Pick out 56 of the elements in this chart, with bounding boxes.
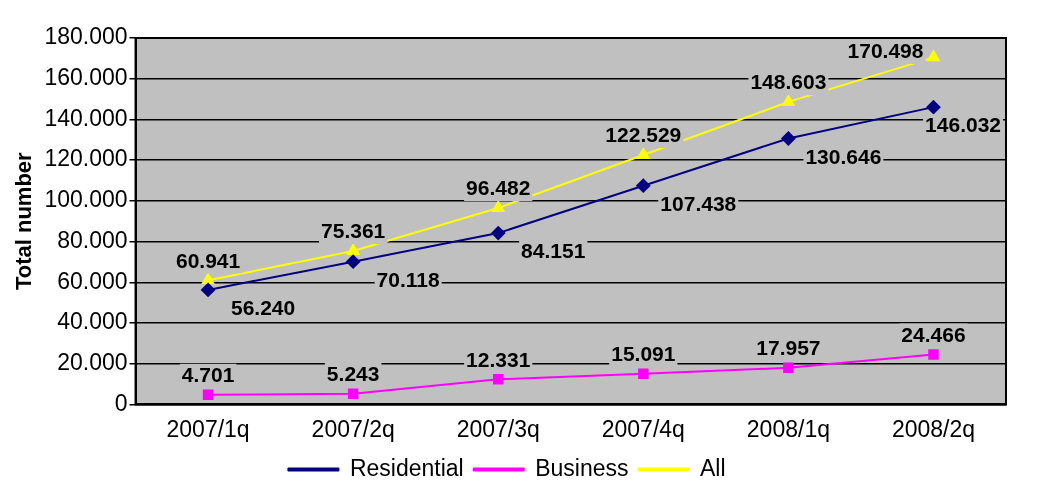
y-tick-label: 120.000 (44, 145, 128, 172)
data-label: 70.118 (376, 267, 441, 291)
point (201, 282, 216, 297)
data-label: 84.151 (521, 239, 586, 263)
data-label: 4.701 (181, 363, 235, 387)
data-label: 146.032 (925, 113, 1002, 137)
point (926, 100, 941, 115)
y-tick-label: 60.000 (57, 267, 128, 294)
data-label: 24.466 (901, 322, 966, 346)
y-tick-label: 20.000 (57, 349, 128, 376)
point (638, 368, 649, 379)
point (346, 244, 360, 255)
x-tick-label: 2007/2q (311, 415, 395, 442)
y-tick-label: 160.000 (44, 64, 128, 91)
point (492, 374, 504, 385)
data-label: 96.482 (466, 176, 531, 200)
point (201, 273, 215, 285)
data-label: 15.091 (611, 341, 676, 365)
x-tick-label: 2008/2q (891, 415, 976, 442)
point (783, 362, 794, 374)
x-tick-label: 2008/1q (746, 415, 830, 442)
y-tick-label: 40.000 (57, 308, 128, 335)
point (637, 147, 650, 159)
data-label: 107.438 (660, 192, 737, 215)
data-label: 170.498 (847, 39, 924, 63)
y-tick-label: 140.000 (44, 104, 128, 131)
data-label: 148.603 (750, 70, 827, 94)
point (202, 389, 214, 401)
data-label: 5.243 (326, 362, 380, 386)
point (782, 94, 795, 106)
x-tick-label: 2007/4q (601, 415, 685, 442)
y-tick-label: 0 (114, 389, 128, 416)
data-label: 75.361 (321, 219, 386, 243)
data-label: 56.240 (230, 296, 296, 320)
data-label: 17.957 (756, 336, 821, 360)
point (346, 254, 361, 269)
data-label: 130.646 (805, 144, 882, 168)
x-tick-label: 2007/3q (456, 415, 540, 442)
point (492, 201, 505, 213)
data-label: 60.941 (175, 248, 241, 272)
point (347, 388, 359, 399)
data-label: 122.529 (605, 123, 682, 147)
point (491, 226, 506, 241)
point (928, 349, 939, 360)
data-label: 12.331 (466, 347, 531, 371)
y-tick-label: 180.000 (44, 23, 128, 50)
y-tick-label: 100.000 (44, 186, 128, 213)
x-tick-label: 2007/1q (166, 415, 250, 442)
point (927, 50, 940, 62)
y-axis-title: Total number (11, 151, 37, 291)
legend-label: All (700, 454, 726, 481)
legend-label: Business (535, 454, 629, 481)
legend-label: Residential (349, 454, 464, 481)
point (636, 178, 651, 193)
y-tick-label: 80.000 (57, 226, 128, 253)
point (781, 131, 796, 146)
